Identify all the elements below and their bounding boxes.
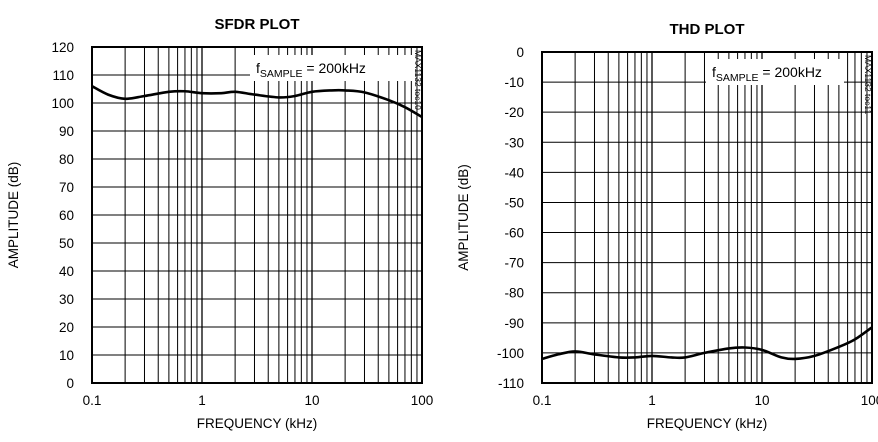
chart-2-y-tick-label: -80 (504, 286, 524, 301)
chart-1-y-tick-label: 80 (59, 152, 74, 167)
chart-1-reference-code: MAX1132 toc10 (413, 50, 423, 110)
chart-2-y-tick-label: -90 (504, 316, 524, 331)
chart-2-y-tick-label: -40 (504, 165, 524, 180)
chart-1-x-tick-label: 100 (411, 393, 434, 408)
chart-2-y-tick-label: -100 (497, 346, 524, 361)
chart-1-y-tick-label: 100 (51, 96, 74, 111)
chart-1-y-tick-label: 30 (59, 292, 74, 307)
chart-2-y-tick-label: -60 (504, 226, 524, 241)
chart-2-y-tick-label: -110 (498, 376, 524, 391)
chart-1-x-axis-label: FREQUENCY (kHz) (197, 416, 318, 431)
chart-1-y-tick-label: 90 (59, 124, 74, 139)
chart-2-title: THD PLOT (670, 21, 745, 38)
chart-1-y-tick-label: 110 (52, 68, 74, 83)
chart-2-y-tick-label: -70 (504, 256, 524, 271)
chart-2-x-tick-label: 1 (648, 393, 656, 408)
chart-1-y-axis-label: AMPLITUDE (dB) (6, 162, 21, 269)
chart-2-x-tick-label: 0.1 (533, 393, 552, 408)
chart-2-x-tick-label: 100 (861, 393, 878, 408)
chart-2-series-line (542, 327, 872, 359)
chart-2-y-tick-label: -20 (504, 105, 524, 120)
chart-1-y-tick-label: 0 (66, 376, 74, 391)
chart-2-reference-code: MAX1132 toc11 (863, 55, 873, 114)
chart-1-y-tick-label: 20 (59, 320, 74, 335)
chart-2-y-tick-label: 0 (516, 45, 524, 60)
chart-2-plot-frame (542, 52, 872, 383)
chart-1-x-tick-label: 0.1 (83, 393, 102, 408)
chart-2-x-tick-label: 10 (754, 393, 769, 408)
chart-1-y-tick-label: 70 (59, 180, 74, 195)
chart-1-y-tick-label: 120 (51, 40, 74, 55)
chart-1-y-tick-label: 50 (59, 236, 74, 251)
chart-1-x-tick-label: 1 (198, 393, 206, 408)
chart-2: 0 -10 -20 -30 -40 -50 -60 -70 -80 -90 -100 -110 0.1 1… (456, 21, 878, 431)
chart-1-y-tick-label: 60 (59, 208, 74, 223)
chart-2-y-axis-label: AMPLITUDE (dB) (456, 164, 471, 271)
chart-2-y-tick-label: -50 (504, 195, 524, 210)
chart-2-x-axis-label: FREQUENCY (kHz) (647, 416, 768, 431)
chart-1-series-line (92, 86, 422, 117)
chart-1-x-tick-label: 10 (304, 393, 319, 408)
chart-1-y-tick-label: 40 (59, 264, 74, 279)
chart-2-y-tick-label: -30 (504, 135, 524, 150)
chart-1-title: SFDR PLOT (215, 16, 300, 33)
chart-2-y-tick-label: -10 (504, 75, 524, 90)
chart-1-y-tick-label: 10 (59, 348, 74, 363)
